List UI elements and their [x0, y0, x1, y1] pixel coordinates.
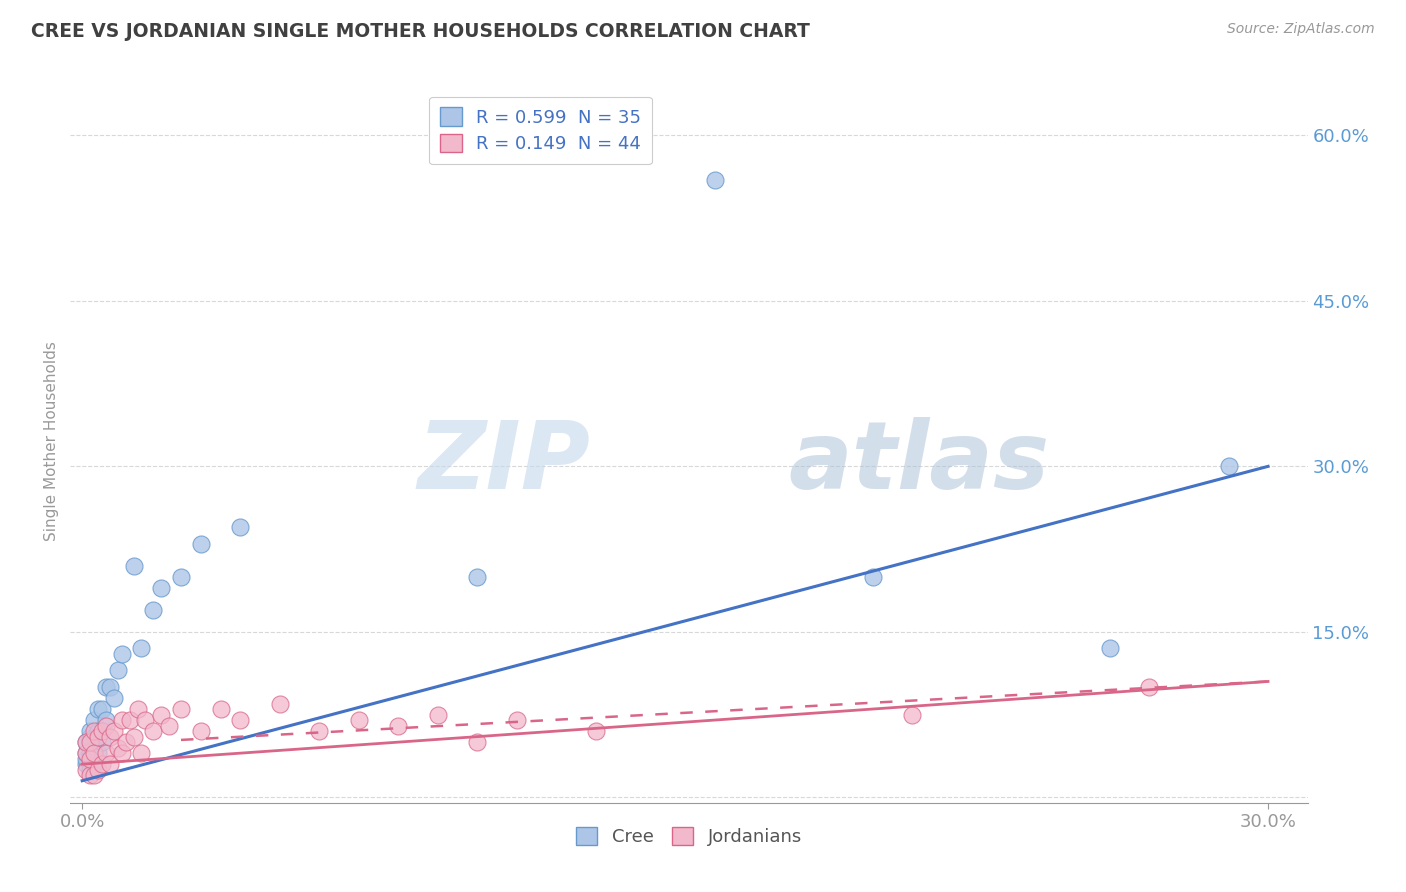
- Point: [75, 763, 97, 777]
- Point: [170, 569, 193, 583]
- Text: Source: ZipAtlas.com: Source: ZipAtlas.com: [1227, 22, 1375, 37]
- Point: [87, 746, 110, 760]
- Point: [1098, 641, 1121, 656]
- Point: [131, 746, 153, 760]
- Point: [83, 724, 105, 739]
- Point: [142, 603, 165, 617]
- Point: [506, 713, 529, 727]
- Point: [83, 730, 105, 744]
- Point: [75, 752, 97, 766]
- Point: [83, 713, 105, 727]
- Point: [83, 746, 105, 760]
- Point: [94, 746, 117, 760]
- Point: [75, 757, 97, 772]
- Point: [122, 730, 145, 744]
- Point: [862, 569, 884, 583]
- Point: [131, 641, 153, 656]
- Text: CREE VS JORDANIAN SINGLE MOTHER HOUSEHOLDS CORRELATION CHART: CREE VS JORDANIAN SINGLE MOTHER HOUSEHOL…: [31, 22, 810, 41]
- Point: [90, 702, 112, 716]
- Point: [94, 680, 117, 694]
- Point: [79, 768, 101, 782]
- Point: [79, 752, 101, 766]
- Point: [387, 718, 409, 732]
- Text: atlas: atlas: [787, 417, 1049, 509]
- Point: [79, 746, 101, 760]
- Point: [229, 713, 252, 727]
- Point: [87, 724, 110, 739]
- Point: [90, 757, 112, 772]
- Point: [94, 713, 117, 727]
- Point: [90, 724, 112, 739]
- Point: [127, 702, 149, 716]
- Point: [703, 172, 725, 186]
- Point: [1139, 680, 1161, 694]
- Point: [901, 707, 924, 722]
- Point: [170, 702, 193, 716]
- Point: [103, 691, 125, 706]
- Legend: Cree, Jordanians: Cree, Jordanians: [567, 818, 811, 855]
- Point: [75, 735, 97, 749]
- Point: [79, 724, 101, 739]
- Point: [114, 735, 136, 749]
- Point: [87, 702, 110, 716]
- Point: [83, 768, 105, 782]
- Point: [87, 730, 110, 744]
- Y-axis label: Single Mother Households: Single Mother Households: [44, 342, 59, 541]
- Point: [98, 680, 121, 694]
- Point: [75, 746, 97, 760]
- Point: [190, 536, 212, 550]
- Point: [107, 664, 129, 678]
- Point: [308, 724, 330, 739]
- Point: [98, 757, 121, 772]
- Point: [75, 735, 97, 749]
- Point: [118, 713, 141, 727]
- Point: [209, 702, 232, 716]
- Point: [75, 746, 97, 760]
- Point: [83, 740, 105, 755]
- Point: [87, 763, 110, 777]
- Point: [150, 581, 173, 595]
- Point: [1218, 459, 1240, 474]
- Point: [142, 724, 165, 739]
- Point: [79, 735, 101, 749]
- Point: [269, 697, 291, 711]
- Point: [134, 713, 156, 727]
- Point: [229, 520, 252, 534]
- Point: [426, 707, 449, 722]
- Text: ZIP: ZIP: [418, 417, 591, 509]
- Point: [122, 558, 145, 573]
- Point: [90, 735, 112, 749]
- Point: [79, 763, 101, 777]
- Point: [94, 718, 117, 732]
- Point: [111, 746, 134, 760]
- Point: [111, 647, 134, 661]
- Point: [150, 707, 173, 722]
- Point: [585, 724, 607, 739]
- Point: [157, 718, 180, 732]
- Point: [467, 735, 489, 749]
- Point: [111, 713, 134, 727]
- Point: [190, 724, 212, 739]
- Point: [98, 730, 121, 744]
- Point: [79, 730, 101, 744]
- Point: [107, 740, 129, 755]
- Point: [347, 713, 370, 727]
- Point: [467, 569, 489, 583]
- Point: [83, 757, 105, 772]
- Point: [103, 724, 125, 739]
